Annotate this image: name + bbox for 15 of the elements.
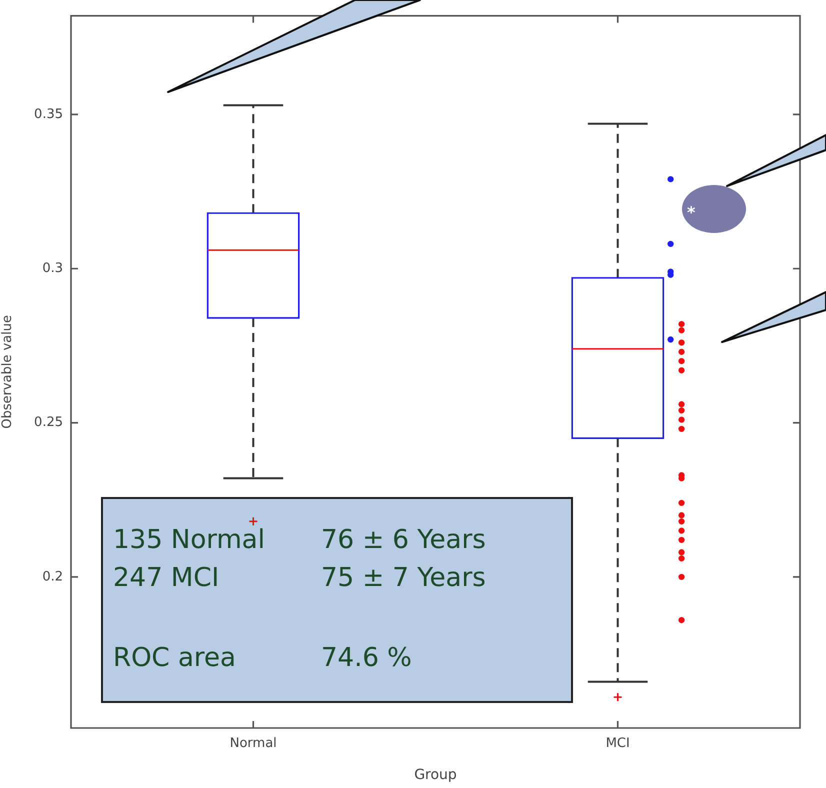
x-tick-label: MCI <box>606 736 630 752</box>
y-tick-label: 0.3 <box>42 260 63 276</box>
y-tick-label: 0.25 <box>34 415 63 430</box>
y-axis-title: Observable value <box>0 315 16 429</box>
annotation: ROC area <box>113 643 236 673</box>
annotation: 135 Normal <box>113 525 265 555</box>
x-axis-title: Group <box>414 767 457 784</box>
y-tick-label: 0.2 <box>42 569 63 584</box>
y-tick-label: 0.35 <box>34 106 63 122</box>
text: * <box>687 203 696 222</box>
annotation: 76 ± 6 Years <box>321 525 486 555</box>
annotation: 75 ± 7 Years <box>321 563 486 593</box>
x-tick-label: Normal <box>230 736 277 752</box>
annotation: 74.6 % <box>321 643 412 673</box>
annotation: 247 MCI <box>113 563 220 593</box>
